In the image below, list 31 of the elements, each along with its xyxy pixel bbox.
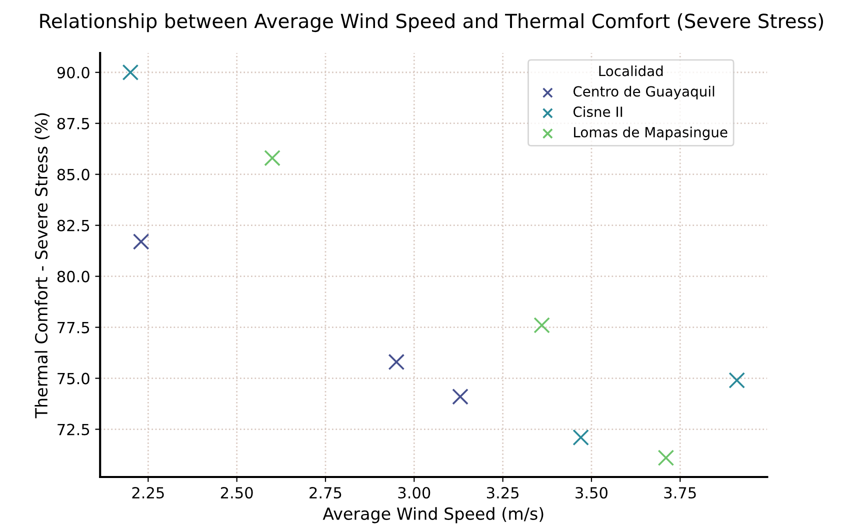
y-tick-label: 72.5 <box>58 424 90 436</box>
point <box>534 317 550 334</box>
point <box>658 450 674 466</box>
y-tick-label: 80.0 <box>57 270 90 282</box>
y-tick-label: 87.5 <box>57 118 90 130</box>
y-axis-title: Thermal Comfort - Severe Stress (%) <box>34 113 50 418</box>
x-tick-label: 3.50 <box>576 486 608 499</box>
point <box>572 429 590 446</box>
x-tick-label: 2.50 <box>220 486 253 499</box>
x-tick-label: 3.25 <box>486 486 518 499</box>
point <box>728 372 746 389</box>
chart-title: Relationship between Average Wind Speed and Thermal Comfort (Severe Stress) <box>40 13 824 32</box>
point <box>122 64 139 81</box>
point <box>452 388 468 405</box>
y-tick-label: 75.0 <box>58 372 90 384</box>
y-tick-label: 85.0 <box>57 168 90 180</box>
y-tick-label: 77.5 <box>58 322 90 334</box>
point <box>132 233 150 250</box>
x-axis-title: Average Wind Speed (m/s) <box>322 507 544 524</box>
x-tick-label: 2.25 <box>132 486 164 499</box>
point <box>264 150 280 166</box>
x-tick-label: 3.00 <box>398 486 430 499</box>
point <box>388 354 405 370</box>
x-tick-label: 2.75 <box>310 486 342 499</box>
legend-label: Cisne II <box>573 106 622 118</box>
y-tick-label: 82.5 <box>57 220 90 232</box>
y-tick-label: 90.0 <box>57 66 90 78</box>
x-tick-label: 3.75 <box>664 486 696 499</box>
legend-label: Lomas de Mapasingue <box>574 126 728 140</box>
legend-title: Localidad <box>599 66 663 76</box>
legend-label: Centro de Guayaquil <box>573 86 714 100</box>
